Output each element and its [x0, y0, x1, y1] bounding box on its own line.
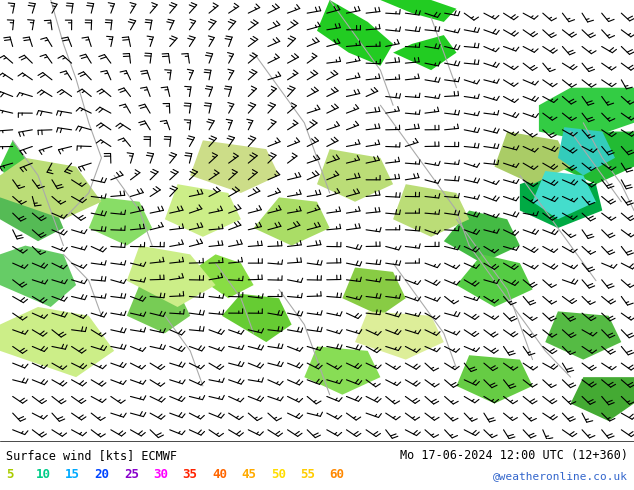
Text: 5: 5 — [6, 468, 14, 481]
Polygon shape — [495, 132, 571, 184]
Polygon shape — [0, 140, 63, 220]
Polygon shape — [545, 311, 621, 360]
Polygon shape — [380, 0, 456, 22]
Polygon shape — [571, 377, 634, 421]
Polygon shape — [393, 35, 456, 70]
Text: 30: 30 — [153, 468, 168, 481]
Polygon shape — [539, 88, 634, 140]
Text: @weatheronline.co.uk: @weatheronline.co.uk — [493, 471, 628, 481]
Polygon shape — [127, 245, 216, 307]
Polygon shape — [342, 268, 406, 316]
Polygon shape — [304, 346, 380, 395]
Text: 15: 15 — [65, 468, 80, 481]
Text: 60: 60 — [330, 468, 345, 481]
Polygon shape — [190, 254, 254, 298]
Polygon shape — [254, 197, 330, 245]
Polygon shape — [393, 184, 469, 237]
Text: Mo 17-06-2024 12:00 UTC (12+360): Mo 17-06-2024 12:00 UTC (12+360) — [399, 449, 628, 462]
Text: 50: 50 — [271, 468, 286, 481]
Polygon shape — [89, 197, 152, 245]
Polygon shape — [0, 307, 114, 377]
Polygon shape — [317, 149, 393, 202]
Polygon shape — [558, 127, 615, 175]
Text: 55: 55 — [301, 468, 315, 481]
Text: Surface wind [kts] ECMWF: Surface wind [kts] ECMWF — [6, 449, 178, 462]
Text: 45: 45 — [242, 468, 257, 481]
Polygon shape — [222, 294, 292, 342]
Polygon shape — [456, 355, 533, 403]
Polygon shape — [355, 311, 444, 360]
Polygon shape — [558, 132, 634, 184]
Polygon shape — [190, 140, 279, 193]
Text: 35: 35 — [183, 468, 198, 481]
Polygon shape — [444, 211, 520, 263]
Polygon shape — [127, 285, 190, 333]
Polygon shape — [520, 175, 602, 228]
Text: 20: 20 — [94, 468, 110, 481]
Polygon shape — [533, 171, 596, 220]
Polygon shape — [0, 184, 63, 241]
Polygon shape — [0, 245, 76, 307]
Polygon shape — [165, 184, 241, 237]
Text: 25: 25 — [124, 468, 139, 481]
Polygon shape — [456, 254, 533, 307]
Text: 40: 40 — [212, 468, 227, 481]
Polygon shape — [317, 0, 393, 66]
Text: 10: 10 — [36, 468, 51, 481]
Polygon shape — [0, 158, 101, 220]
